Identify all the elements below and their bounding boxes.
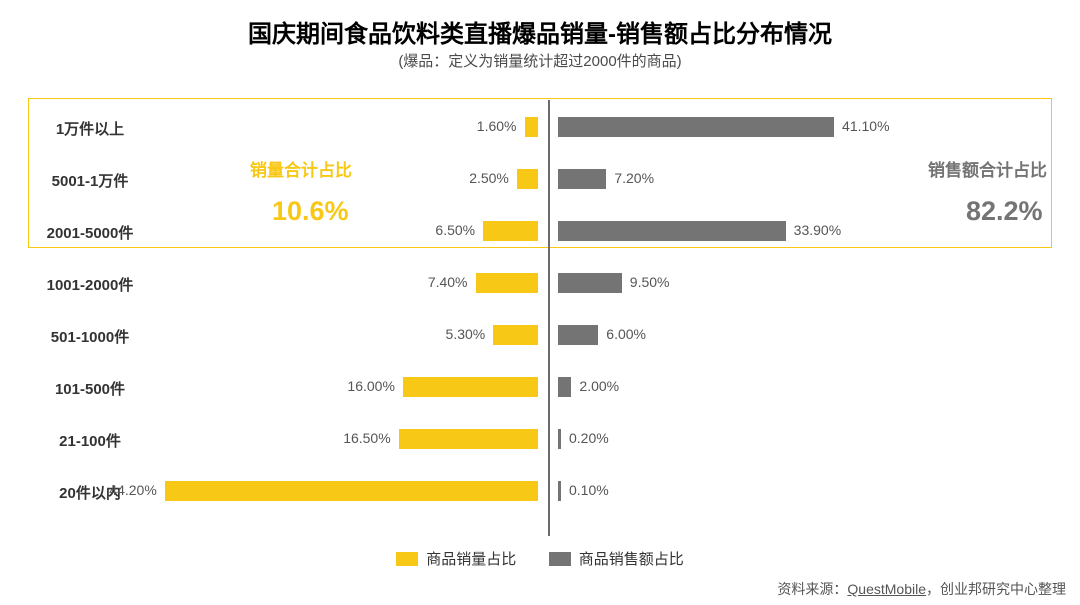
- left-value-label: 7.40%: [428, 274, 468, 290]
- footer-source: QuestMobile: [847, 581, 926, 597]
- left-bar: [493, 325, 538, 345]
- category-label: 5001-1万件: [30, 170, 150, 191]
- left-bar: [476, 273, 538, 293]
- category-label: 1万件以上: [30, 118, 150, 139]
- left-callout-value: 10.6%: [272, 196, 349, 227]
- right-bar: [558, 169, 606, 189]
- left-value-label: 6.50%: [435, 222, 475, 238]
- footer-prefix: 资料来源：: [777, 581, 847, 597]
- chart-row: 101-500件 16.00% 2.00%: [30, 375, 1050, 399]
- right-value-label: 0.10%: [569, 482, 609, 498]
- legend-swatch-icon: [549, 552, 571, 566]
- left-value-label: 5.30%: [446, 326, 486, 342]
- right-callout-title: 销售额合计占比: [928, 156, 1047, 181]
- category-label: 21-100件: [30, 430, 150, 451]
- right-value-label: 7.20%: [614, 170, 654, 186]
- legend-swatch-icon: [396, 552, 418, 566]
- footer-suffix: ，创业邦研究中心整理: [926, 581, 1066, 597]
- right-value-label: 6.00%: [606, 326, 646, 342]
- chart-row: 2001-5000件 6.50% 33.90%: [30, 219, 1050, 243]
- right-bar: [558, 429, 561, 449]
- right-value-label: 33.90%: [794, 222, 841, 238]
- center-axis: [548, 100, 550, 536]
- right-bar: [558, 221, 786, 241]
- left-value-label: 44.20%: [109, 482, 156, 498]
- chart-row: 1001-2000件 7.40% 9.50%: [30, 271, 1050, 295]
- right-value-label: 0.20%: [569, 430, 609, 446]
- legend-item-sales-volume: 商品销量占比: [396, 548, 516, 569]
- footer-attribution: 资料来源：QuestMobile，创业邦研究中心整理: [777, 579, 1066, 599]
- chart-root: 国庆期间食品饮料类直播爆品销量-销售额占比分布情况 (爆品：定义为销量统计超过2…: [0, 0, 1080, 605]
- left-callout-title: 销量合计占比: [250, 156, 352, 181]
- right-value-label: 9.50%: [630, 274, 670, 290]
- legend-item-sales-amount: 商品销售额占比: [549, 548, 684, 569]
- chart-row: 20件以内44.20%0.10%: [30, 479, 1050, 503]
- left-bar: [483, 221, 538, 241]
- legend-label: 商品销售额占比: [579, 548, 684, 569]
- right-bar: [558, 325, 598, 345]
- left-value-label: 16.50%: [343, 430, 390, 446]
- chart-row: 501-1000件 5.30% 6.00%: [30, 323, 1050, 347]
- category-label: 501-1000件: [30, 326, 150, 347]
- legend-label: 商品销量占比: [426, 548, 516, 569]
- left-bar: [525, 117, 539, 137]
- chart-row: 5001-1万件 2.50% 7.20%: [30, 167, 1050, 191]
- chart-title: 国庆期间食品饮料类直播爆品销量-销售额占比分布情况: [0, 14, 1080, 49]
- right-value-label: 2.00%: [579, 378, 619, 394]
- right-callout-value: 82.2%: [966, 196, 1043, 227]
- left-value-label: 2.50%: [469, 170, 509, 186]
- chart-row: 21-100件 16.50% 0.20%: [30, 427, 1050, 451]
- right-value-label: 41.10%: [842, 118, 889, 134]
- chart-row: 1万件以上 1.60% 41.10%: [30, 115, 1050, 139]
- category-label: 1001-2000件: [30, 274, 150, 295]
- category-label: 101-500件: [30, 378, 150, 399]
- right-bar: [558, 117, 834, 137]
- right-bar: [558, 273, 622, 293]
- left-value-label: 16.00%: [347, 378, 394, 394]
- left-value-label: 1.60%: [477, 118, 517, 134]
- left-bar: [403, 377, 538, 397]
- chart-subtitle: (爆品：定义为销量统计超过2000件的商品): [0, 50, 1080, 71]
- category-label: 2001-5000件: [30, 222, 150, 243]
- left-bar: [399, 429, 538, 449]
- right-bar: [558, 481, 561, 501]
- left-bar: [165, 481, 538, 501]
- right-bar: [558, 377, 571, 397]
- left-bar: [517, 169, 538, 189]
- legend: 商品销量占比 商品销售额占比: [0, 548, 1080, 571]
